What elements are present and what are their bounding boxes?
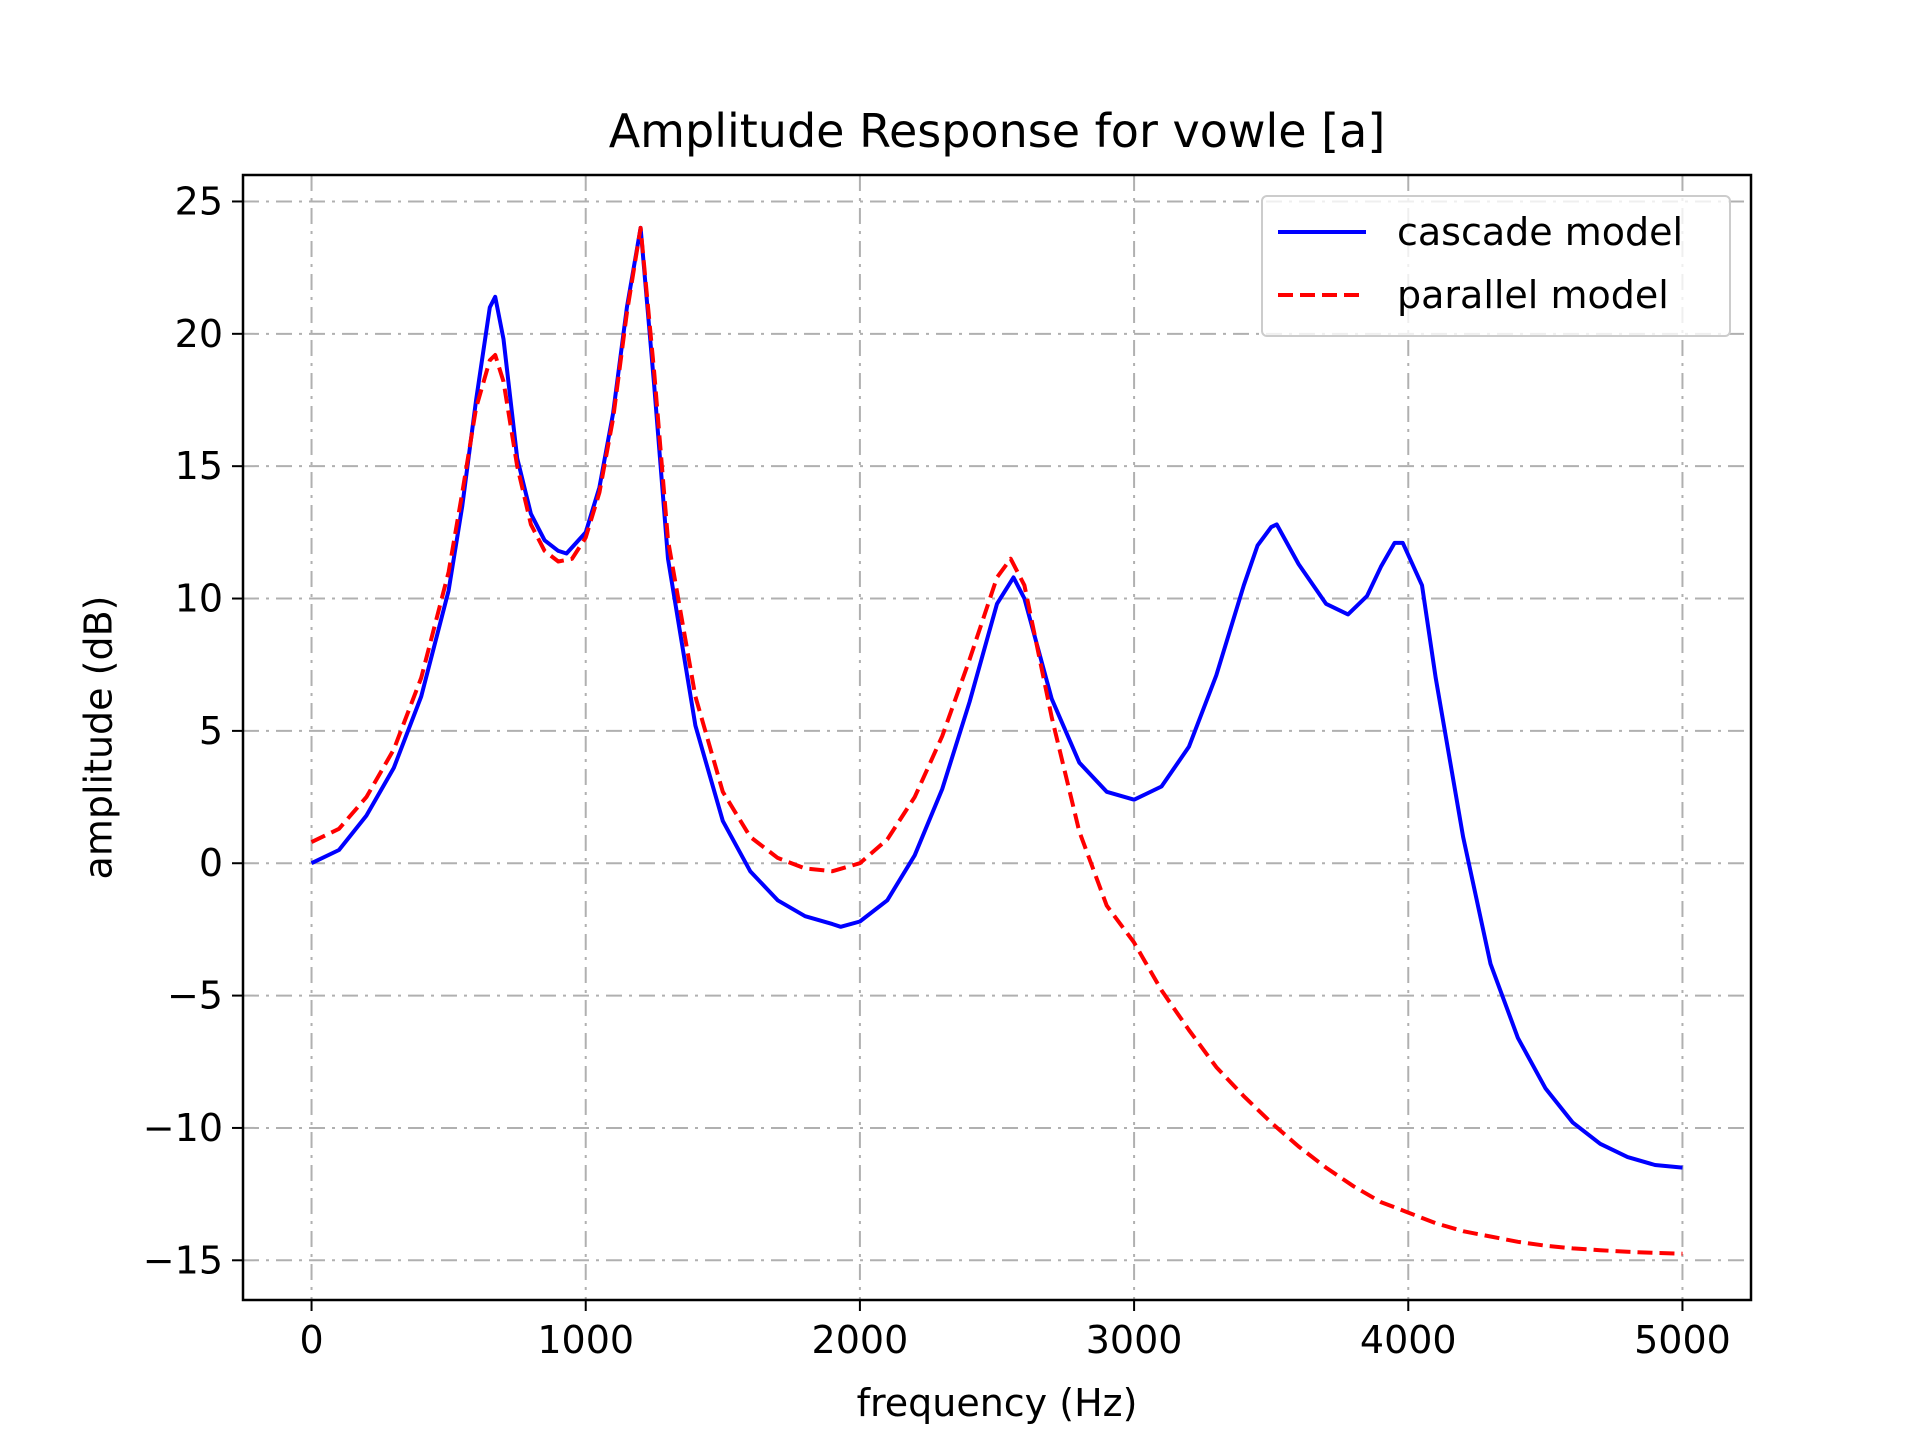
chart-title: Amplitude Response for vowle [a] [609, 104, 1386, 158]
legend-label-cascade: cascade model [1397, 210, 1683, 254]
y-tick-label: 20 [175, 312, 223, 356]
series-line-parallel [310, 225, 1683, 1256]
x-tick-label: 1000 [537, 1318, 634, 1362]
legend-box [1261, 195, 1731, 337]
ticks: 0 1000 2000 3000 4000 5000 −15 −10 −5 0 5 10 15 20 25 [143, 179, 1731, 1362]
y-axis-label: amplitude (dB) [76, 596, 120, 880]
x-axis-label: frequency (Hz) [857, 1381, 1138, 1425]
legend: cascade model parallel model [1261, 195, 1731, 337]
y-tick-label: 5 [199, 709, 223, 753]
y-tick-label: −15 [143, 1238, 223, 1282]
x-tick-label: 5000 [1634, 1318, 1731, 1362]
x-tick-label: 0 [299, 1318, 323, 1362]
x-tick-label: 4000 [1360, 1318, 1457, 1362]
plot-frame [241, 173, 1753, 1302]
y-tick-label: −5 [167, 974, 223, 1018]
x-tick-label: 2000 [812, 1318, 909, 1362]
y-tick-label: 25 [175, 179, 223, 223]
y-tick-label: 15 [175, 444, 223, 488]
y-tick-label: 0 [199, 841, 223, 885]
series-group [310, 225, 1683, 1256]
y-tick-label: 10 [175, 577, 223, 621]
x-tick-label: 3000 [1086, 1318, 1183, 1362]
legend-label-parallel: parallel model [1397, 273, 1669, 317]
y-tick-label: −10 [143, 1106, 223, 1150]
